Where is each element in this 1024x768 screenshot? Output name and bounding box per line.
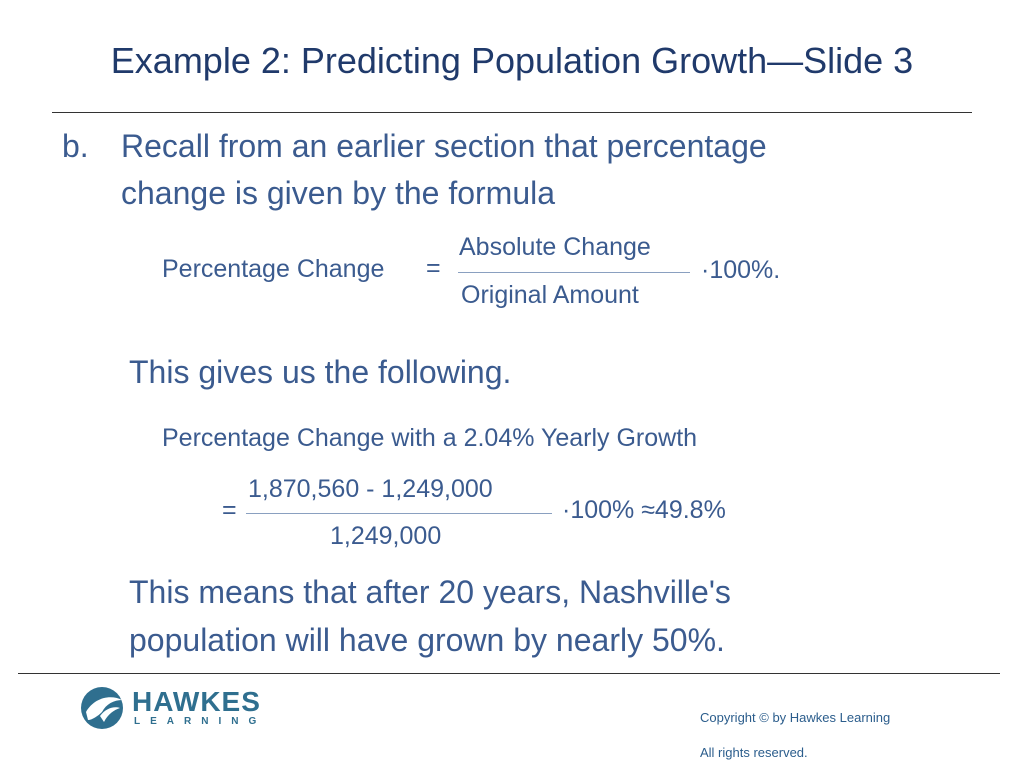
logo-sub: LEARNING [134,716,267,727]
item-line: Recall from an earlier section that perc… [121,128,767,164]
formula-denominator: Original Amount [461,281,639,309]
formula-lhs: Percentage Change [162,255,385,283]
title-rule [52,112,972,113]
copyright: Copyright © by Hawkes Learning [700,710,891,725]
formula-numerator: 1,870,560 - 1,249,000 [248,475,493,503]
conclusion-line: population will have grown by nearly 50%… [129,622,725,658]
footer-rule [18,673,1000,674]
logo-name: HAWKES [132,686,261,717]
conclusion-line: This means that after 20 years, Nashvill… [129,574,731,610]
formula-result: ·100% ≈49.8% [562,496,726,524]
formula-equals: = [426,254,441,282]
formula-heading: Percentage Change with a 2.04% Yearly Gr… [162,424,698,452]
item-line: change is given by the formula [121,175,556,211]
text: This gives us the following. [129,354,512,390]
slide-title: Example 2: Predicting Population Growth—… [110,40,914,81]
formula-denominator: 1,249,000 [330,522,442,550]
item-marker: b. [62,128,89,164]
fraction-bar [458,272,690,273]
rights: All rights reserved. [700,745,808,760]
formula-equals: = [222,496,237,524]
formula-factor: ·100%. [701,256,781,284]
formula-numerator: Absolute Change [459,233,651,261]
logo-icon [81,687,123,729]
fraction-bar [246,513,552,514]
